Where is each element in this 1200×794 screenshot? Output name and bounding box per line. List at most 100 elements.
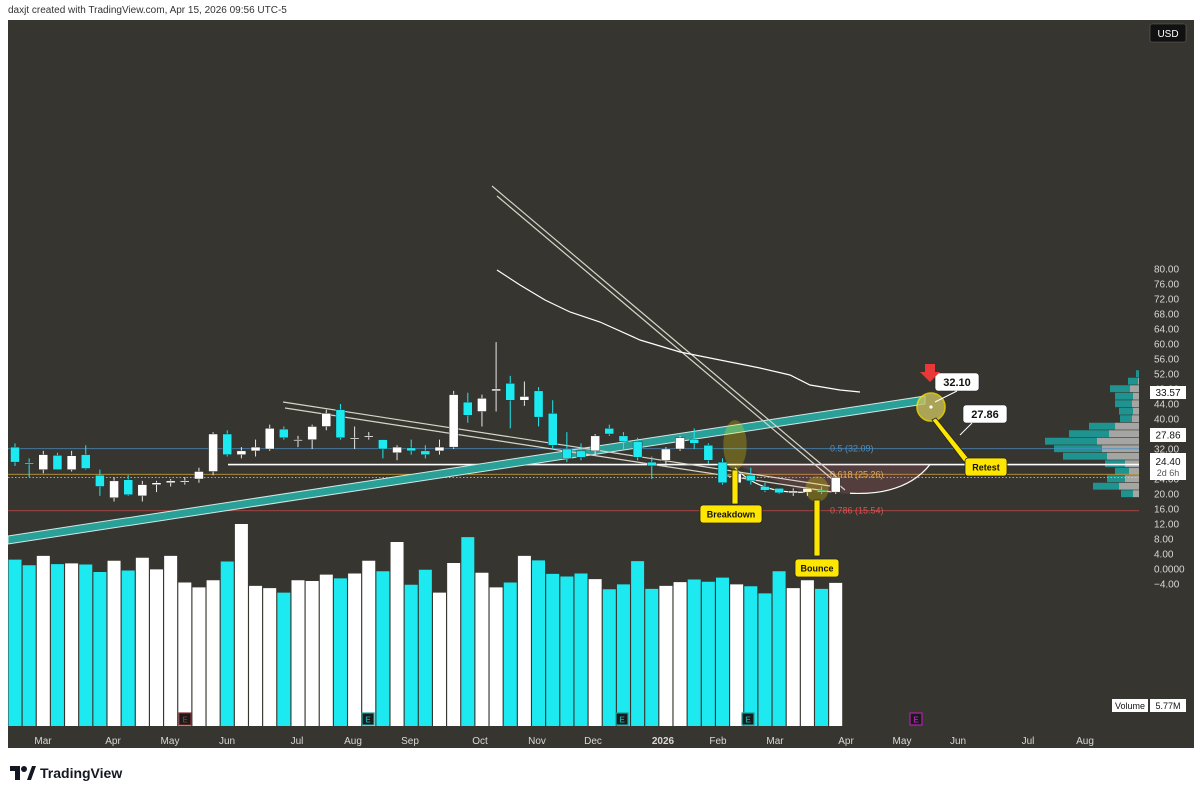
candle-up (208, 433, 218, 472)
target-32-connector (934, 390, 958, 403)
tradingview-logo[interactable]: TradingView (10, 764, 122, 782)
candle-up (519, 396, 530, 401)
volume-bar (206, 580, 220, 726)
earnings-marker-label: E (365, 716, 371, 725)
candle-down (774, 488, 784, 494)
breakdown-highlight (723, 420, 747, 470)
y-tick-label: 40.00 (1154, 415, 1179, 426)
volume-bar (631, 561, 645, 726)
earnings-marker-icon[interactable] (361, 712, 375, 726)
volume-profile-bar (1089, 422, 1115, 430)
candle-up (349, 437, 360, 440)
candle-down (378, 439, 388, 450)
volume-bar (348, 573, 362, 726)
y-tick-label: 72.00 (1154, 295, 1179, 306)
candle-down (52, 455, 63, 470)
candle-down (533, 390, 544, 418)
volume-bar (362, 560, 376, 726)
retest-label-box (964, 457, 1008, 477)
currency-box[interactable] (1149, 23, 1187, 43)
volume-bar (574, 573, 588, 726)
candle-up (151, 482, 162, 485)
volume-bar (475, 572, 489, 726)
candle-up (38, 454, 48, 470)
volume-bar (376, 571, 390, 726)
volume-bar (517, 555, 531, 726)
breakdown-pointer (731, 469, 739, 505)
volume-bar (730, 584, 744, 726)
candle-down (618, 435, 629, 442)
volume-profile-bar (1130, 385, 1147, 393)
candle-down (816, 490, 827, 493)
volume-bar (716, 577, 729, 726)
x-tick-label: Nov (528, 736, 546, 747)
volume-profile-bar (1115, 400, 1132, 408)
candle-up (491, 388, 501, 392)
earnings-marker-label: E (619, 716, 625, 725)
volume-profile-bar (1063, 452, 1107, 460)
volume-bar (673, 582, 687, 726)
candle-down (717, 461, 728, 483)
target-27-label: 27.86 (971, 409, 999, 421)
x-tick-label: Jun (219, 736, 235, 747)
y-tick-label: 8.00 (1154, 535, 1174, 546)
descending-trendline (491, 185, 841, 481)
x-tick-label: May (161, 736, 180, 747)
ma-price-tag-box (1150, 386, 1186, 399)
breakdown-label-box (699, 504, 763, 524)
earnings-marker-icon[interactable] (741, 712, 755, 726)
x-tick-label: Oct (472, 736, 488, 747)
candle-down (24, 462, 34, 465)
volume-value: 5.77M (1155, 701, 1180, 711)
volume-bar (800, 580, 814, 726)
earnings-marker-icon[interactable] (909, 712, 923, 726)
volume-bar (447, 563, 461, 726)
volume-bar (546, 573, 560, 726)
volume-bar (135, 557, 149, 726)
candle-up (109, 480, 119, 498)
candle-up (477, 398, 487, 412)
y-tick-label: 44.00 (1154, 400, 1179, 411)
volume-bar (588, 579, 602, 726)
y-tick-label: 52.00 (1154, 370, 1179, 381)
candle-down (647, 461, 657, 467)
volume-bar (701, 581, 715, 726)
x-tick-label: Apr (838, 736, 854, 747)
volume-profile-bar (1110, 385, 1130, 393)
candle-down (420, 450, 431, 455)
earnings-marker-icon[interactable] (615, 712, 629, 726)
volume-profile-bar (1128, 377, 1138, 385)
volume-profile-bar (1121, 490, 1133, 498)
candle-down (10, 446, 20, 463)
x-tick-label: Mar (766, 736, 784, 747)
volume-bar (687, 579, 701, 726)
price-axis[interactable] (1139, 20, 1194, 748)
current-price-box (1150, 453, 1186, 480)
volume-bar (291, 580, 305, 726)
chart-area[interactable]: 0.5 (32.09) 0.618 (25.26) 0.786 (15.54) E E E… (7, 20, 1194, 748)
volume-bar (744, 586, 758, 726)
bounce-pointer (813, 499, 821, 557)
volume-bar (263, 588, 277, 726)
descending-trendline (496, 195, 846, 491)
volume-profile-bar (1125, 460, 1147, 468)
volume-bar (164, 555, 178, 726)
volume-profile-bar (1107, 452, 1147, 460)
earnings-marker-icon[interactable] (178, 712, 192, 726)
candlestick-chart[interactable]: 0.5 (32.09) 0.618 (25.26) 0.786 (15.54) E E E… (7, 20, 1194, 748)
y-tick-label: 60.00 (1154, 340, 1179, 351)
volume-bar (659, 585, 673, 726)
volume-bar (65, 563, 79, 726)
volume-profile-bar (1119, 482, 1147, 490)
x-tick-label: Apr (105, 736, 121, 747)
volume-bar (829, 582, 843, 726)
y-tick-label: 16.00 (1154, 505, 1179, 516)
currency-label: USD (1157, 29, 1178, 40)
volume-bar (503, 582, 517, 726)
candle-down (222, 433, 232, 455)
candle-up (137, 484, 148, 497)
volume-bar (234, 524, 248, 726)
candle-up (265, 428, 275, 450)
tradingview-logo-icon (10, 766, 36, 780)
level-price-tag: 27.86 (1155, 431, 1180, 442)
